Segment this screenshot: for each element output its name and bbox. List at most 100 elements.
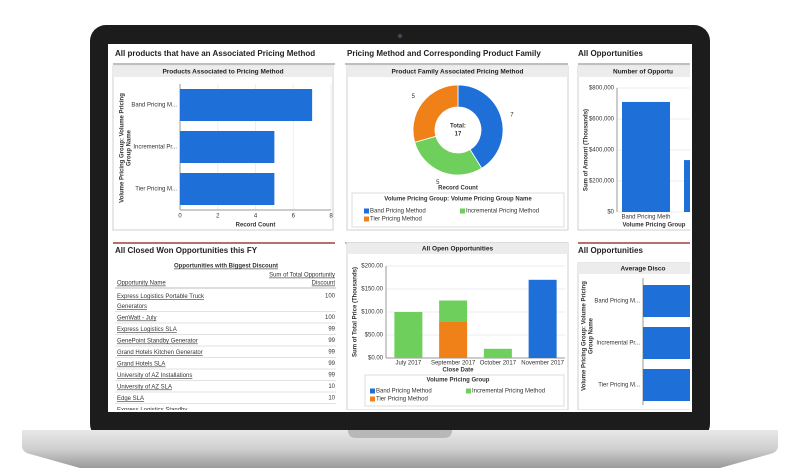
bar [622,101,670,212]
y-axis-label: Group Name [589,317,595,354]
legend-label: Incremental Pricing Method [472,389,545,395]
legend-label: Tier Pricing Method [376,397,428,403]
x-axis-label: Volume Pricing Group [623,223,686,229]
y-tick-label: $800,000 [589,86,615,92]
bar-segment [394,312,423,358]
dashboard: All products that have an Associated Pri… [112,49,690,423]
legend-swatch [460,208,465,214]
y-axis-label: Sum of Amount (Thousands) [584,109,590,191]
bar-segment [439,321,468,358]
donut-slice [457,84,504,169]
discount-value: 99 [328,327,335,333]
legend-title: Volume Pricing Group [427,378,490,384]
category-label: Tier Pricing M... [598,383,640,389]
bar-segment [439,300,468,322]
table-title: Opportunities with Biggest Discount [174,264,278,270]
base-notch [348,430,452,438]
legend-swatch [364,216,369,222]
legend-label: Incremental Pricing Method [466,209,539,215]
legend-swatch [364,208,369,214]
category-label: Tier Pricing M... [135,187,177,193]
chart-title-bar [578,263,690,274]
column-header: Discount [312,281,336,287]
category-label: Incremental Pr... [133,145,177,151]
panel-header: All Closed Won Opportunities this FY [115,246,258,255]
y-tick-label: $0.00 [368,356,384,362]
panel-header: All Opportunities [578,246,643,255]
x-axis-label: Record Count [236,223,276,229]
category-label: Incremental Pr... [596,341,640,347]
y-tick-label: $200,000 [589,179,615,185]
panel-header: All products that have an Associated Pri… [115,49,315,58]
slice-label: 5 [412,94,416,100]
opportunity-name: Grand Hotels Kitchen Generator [117,350,203,356]
chart-title: Products Associated to Pricing Method [162,69,283,76]
x-tick-label: 4 [254,214,258,220]
y-tick-label: $150.00 [361,287,383,293]
panel-header: All Opportunities [578,49,643,58]
slice-label: 5 [436,180,440,186]
total-label: Total: [450,124,466,130]
chart-title-bar [347,243,568,254]
legend-swatch [370,396,375,402]
bar [180,89,313,121]
column-header: Sum of Total Opportunity [269,273,335,279]
bar-clipped [643,369,690,401]
x-tick-label: 6 [292,214,296,220]
bar-segment [528,279,557,358]
chart-title: Average Disco [621,266,666,273]
discount-value: 99 [328,350,335,356]
category-label: Band Pricing M... [131,103,177,109]
x-tick-label: 2 [216,214,220,220]
discount-value: 10 [328,384,335,390]
x-axis-label: Close Date [442,368,474,374]
y-tick-label: $600,000 [589,117,615,123]
discount-value: 10 [328,396,335,402]
opportunity-name: University of AZ Installations [117,373,192,379]
bar-segment [483,348,512,358]
discount-value: 99 [328,361,335,367]
legend-box [351,192,565,228]
total-value: 17 [455,132,462,138]
category-label: July 2017 [396,361,422,367]
category-label: November 2017 [521,361,564,367]
y-axis-label: Volume Pricing Group: Volume Pricing [582,281,588,391]
discount-value: 100 [325,294,336,300]
laptop-base [22,430,778,468]
bar [684,160,690,212]
x-tick-label: 0 [178,214,182,220]
chart-title-bar [113,66,333,77]
y-tick-label: $50.00 [365,333,384,339]
discount-value: 100 [325,315,336,321]
category-label: Band Pricing Meth [621,215,670,221]
camera [397,33,403,39]
column-header: Opportunity Name [117,281,166,287]
bar [180,173,275,205]
chart-title: All Open Opportunities [422,246,494,253]
opportunity-name: University of AZ SLA [117,384,172,390]
y-tick-label: $200.00 [361,264,383,270]
bar-clipped [643,327,690,359]
legend-swatch [370,388,375,394]
legend-title: Volume Pricing Group: Volume Pricing Gro… [384,197,532,203]
panel-header: Pricing Method and Corresponding Product… [347,49,541,58]
y-tick-label: $100.00 [361,310,383,316]
slice-label: 7 [510,112,514,118]
chart-title-bar [347,66,568,77]
legend-label: Band Pricing Method [370,209,426,215]
legend-label: Tier Pricing Method [370,217,422,223]
x-tick-label: 8 [329,214,333,220]
opportunity-name: GenePoint Standby Generator [117,338,198,344]
legend-label: Band Pricing Method [376,389,432,395]
category-label: September 2017 [431,361,476,367]
opportunity-name: Express Logistics SLA [117,327,177,333]
chart-title: Number of Opportu [613,69,673,76]
y-axis-label: Group Name [127,129,133,166]
discount-value: 99 [328,373,335,379]
y-tick-label: $0 [607,210,614,216]
bar [180,131,275,163]
discount-value: 99 [328,338,335,344]
